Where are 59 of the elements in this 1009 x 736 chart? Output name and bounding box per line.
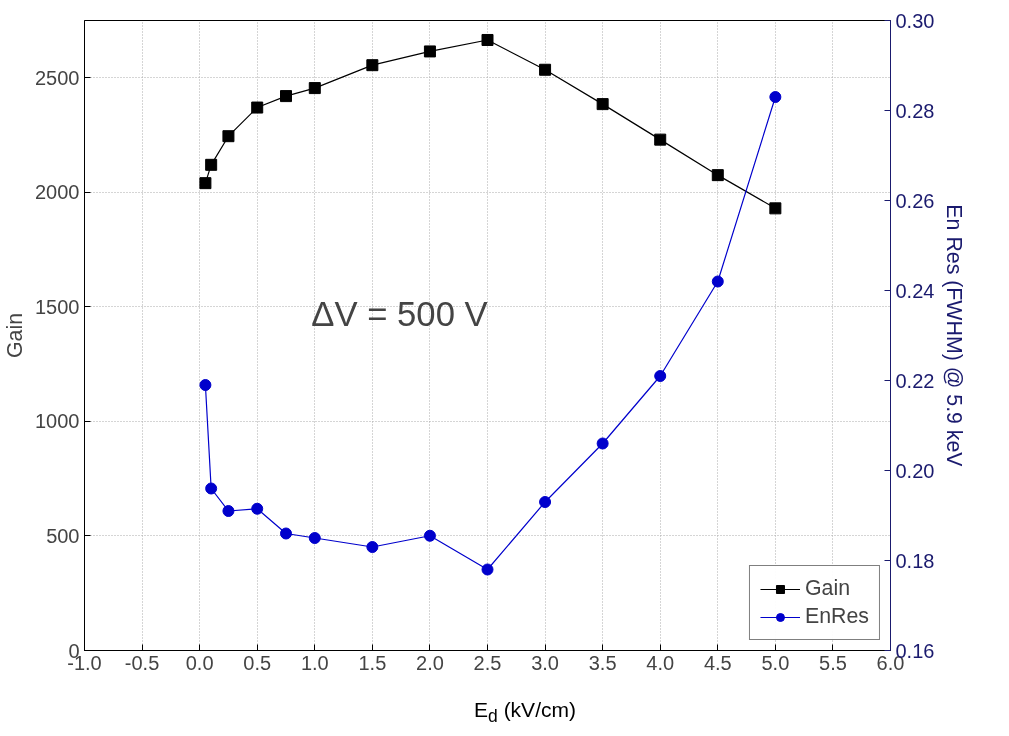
point <box>205 158 218 171</box>
x-tick-label: 3.0 <box>531 651 559 674</box>
point <box>205 482 218 495</box>
legend-label: EnRes <box>804 604 869 629</box>
y2-tick-label: 0.30 <box>895 9 935 32</box>
point <box>199 379 212 391</box>
y2-tick-label: 0.24 <box>895 279 935 302</box>
point <box>222 130 235 143</box>
y-tick-label: 500 <box>46 524 80 547</box>
y-tick-label: 1500 <box>35 295 80 318</box>
point <box>481 33 494 46</box>
point <box>711 169 724 182</box>
legend-label: Gain <box>804 576 851 601</box>
point <box>539 63 552 76</box>
y2-tick-label: 0.22 <box>895 369 935 392</box>
x-tick-label: 3.5 <box>588 651 617 674</box>
point <box>366 541 379 553</box>
x-tick-label: 4.0 <box>646 651 675 674</box>
y2-tick-label: 0.28 <box>895 99 935 122</box>
annotation: ΔV = 500 V <box>311 294 488 333</box>
point <box>251 101 264 114</box>
y-tick-label: 2000 <box>35 181 80 204</box>
point <box>481 563 494 576</box>
x-tick-label: 0.0 <box>185 651 214 674</box>
y-tick-label: 2500 <box>35 66 80 89</box>
point <box>769 202 782 215</box>
x-axis-title: E$_{d}$ (kV/cm) <box>474 697 576 729</box>
x-tick-label: 2.0 <box>416 651 444 674</box>
x-tick-label: 5.0 <box>761 651 790 674</box>
point <box>280 527 292 540</box>
point <box>251 502 264 515</box>
point <box>308 82 321 95</box>
x-tick-label: 4.5 <box>703 651 732 674</box>
point <box>308 532 321 544</box>
y-axis-title: Gain <box>3 312 28 359</box>
x-tick-label: 5.5 <box>819 651 847 674</box>
y2-tick-label: 0.20 <box>895 459 935 482</box>
x-tick-label: 1.0 <box>300 651 329 674</box>
point <box>199 177 212 190</box>
point <box>423 529 436 542</box>
y-tick-label: 1000 <box>35 410 80 433</box>
point <box>596 437 609 450</box>
x-tick-label: -0.5 <box>124 651 160 674</box>
point <box>711 275 724 288</box>
point <box>280 90 292 103</box>
point <box>539 496 552 508</box>
point <box>654 370 667 382</box>
point <box>654 133 667 146</box>
y2-tick-label: 0.18 <box>895 549 935 572</box>
point <box>423 45 436 58</box>
x-tick-label: 1.5 <box>358 651 387 674</box>
point <box>366 59 379 72</box>
x-tick-label: 0.5 <box>243 651 272 674</box>
point <box>222 505 235 517</box>
point <box>769 91 782 103</box>
x-tick-label: 2.5 <box>473 651 502 674</box>
y2-axis-title: En Res (FWHM) @ 5.9 keV <box>942 204 967 468</box>
point <box>596 98 609 111</box>
y2-tick-label: 0.26 <box>895 189 935 212</box>
